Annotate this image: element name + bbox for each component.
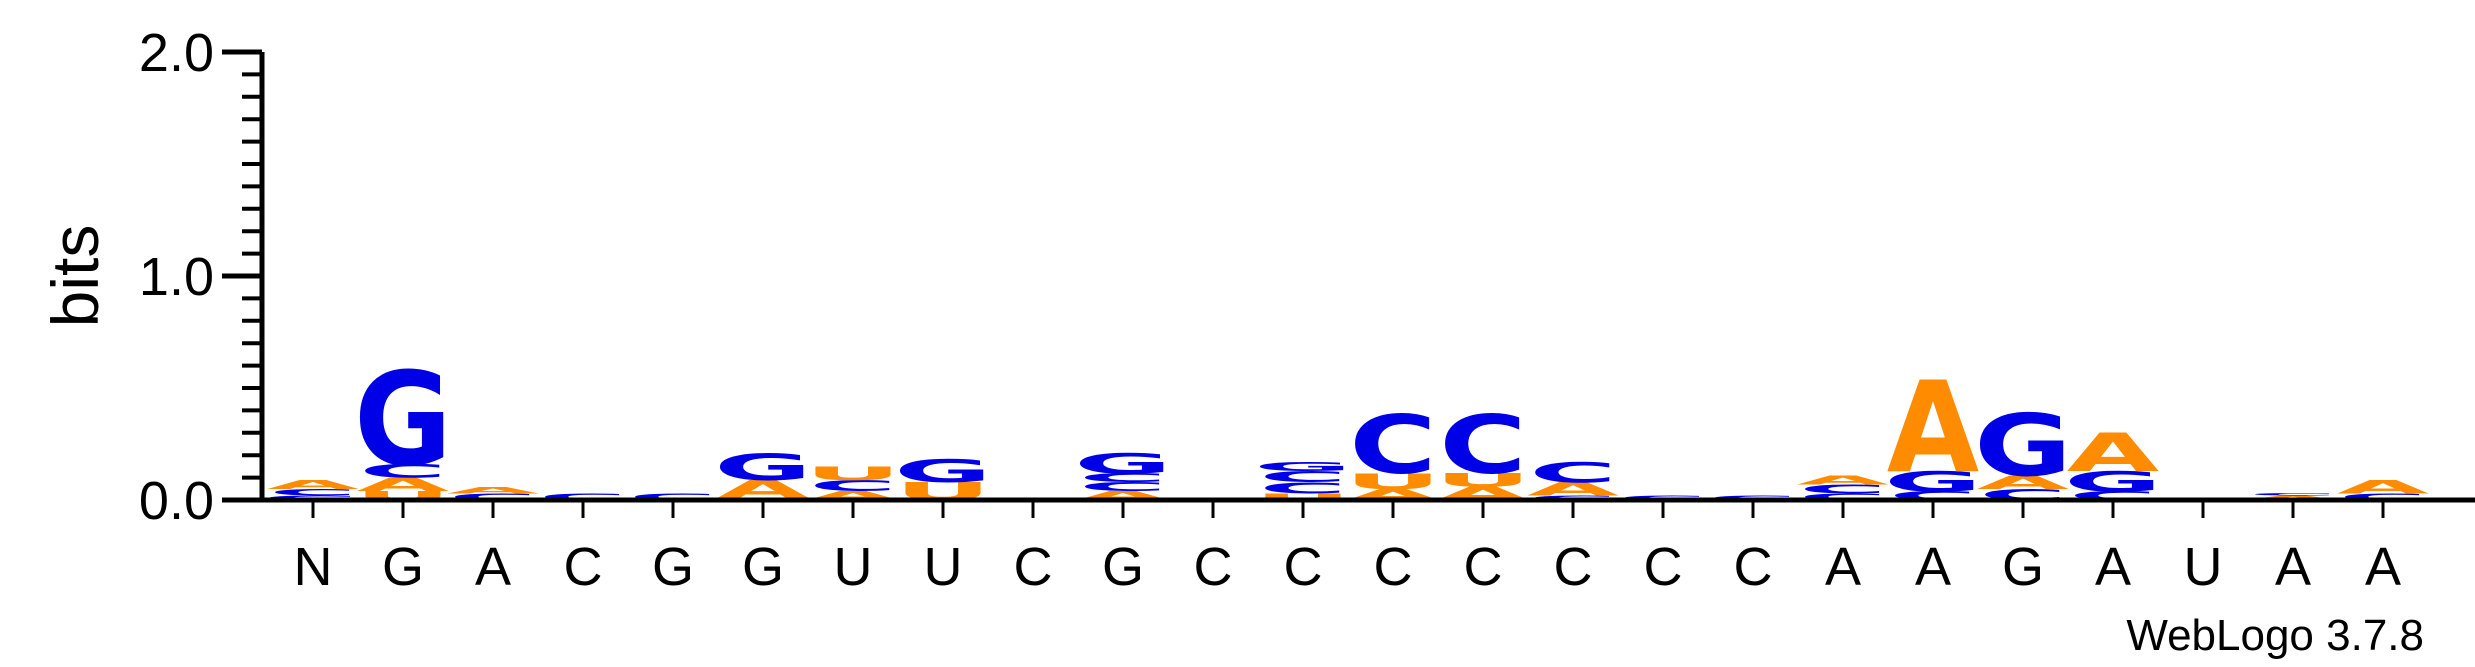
logo-letter-G: G (1074, 448, 1172, 480)
x-tick-label: A (2365, 537, 2401, 597)
logo-letter-C: C (809, 477, 897, 495)
x-tick-label: C (1464, 537, 1503, 597)
logo-letter-U: U (1255, 491, 1352, 502)
logo-letter-A: A (1887, 354, 1980, 501)
x-tick-label: C (1554, 537, 1593, 597)
logo-letter-C: C (449, 491, 537, 502)
y-axis-ticks: 0.0 1.0 2.0 (139, 23, 262, 531)
x-tick-label: C (564, 537, 603, 597)
logo-letter-C: C (1079, 471, 1167, 485)
logo-letter-A: A (447, 485, 540, 496)
x-tick-label: A (475, 537, 511, 597)
logo-letter-G: G (1884, 466, 1982, 498)
logo-letter-C: C (1079, 480, 1167, 494)
x-tick-label: G (1102, 537, 1144, 597)
logo-letter-G: G (1254, 460, 1352, 474)
logo-letter-C: C (539, 491, 627, 502)
x-tick-label: G (742, 537, 784, 597)
logo-letter-U: U (805, 463, 902, 484)
y-axis-title: bits (38, 225, 112, 328)
logo-letter-C: C (1799, 482, 1887, 496)
x-tick-label: U (834, 537, 873, 597)
logo-letter-G: G (894, 454, 992, 490)
x-tick-label: N (294, 537, 333, 597)
logo-letter-A: A (1797, 473, 1890, 487)
logo-letter-U: U (1435, 470, 1532, 491)
x-tick-label: C (1644, 537, 1683, 597)
logo-letter-A: A (1527, 479, 1619, 500)
logo-letter-C: C (1439, 399, 1527, 492)
y-tick-label: 1.0 (139, 247, 214, 307)
logo-letter-C: C (2339, 491, 2427, 502)
logo-letter-A: A (267, 478, 360, 492)
x-tick-label: C (1374, 537, 1413, 597)
logo-letter-G: G (714, 446, 812, 489)
x-tick-label: C (1284, 537, 1323, 597)
logo-letter-A: A (2337, 476, 2429, 497)
logo-letter-C: C (629, 491, 717, 502)
weblogo-credit: WebLogo 3.7.8 (2126, 611, 2424, 660)
x-tick-label: U (924, 537, 963, 597)
x-tick-label: A (2095, 537, 2131, 597)
x-tick-label: C (1014, 537, 1053, 597)
logo-letter-C: C (1529, 457, 1617, 489)
letter-stacks: GCAUACGCACCUAGACUUGAACCGUCCGAUCAUCCACCCC… (264, 346, 2429, 506)
y-tick-label: 2.0 (139, 23, 214, 83)
x-tick-label: G (2002, 537, 2044, 597)
x-tick-label: G (652, 537, 694, 597)
logo-letter-A: A (1977, 472, 2069, 493)
y-tick-label: 0.0 (139, 471, 214, 531)
x-tick-label: A (1825, 537, 1861, 597)
x-tick-label: A (2275, 537, 2311, 597)
logo-letter-C: C (2249, 493, 2337, 497)
logo-letter-G: G (2064, 466, 2162, 498)
logo-letter-C: C (1259, 468, 1347, 486)
logo-letter-C: C (1349, 399, 1437, 492)
x-tick-label: C (1194, 537, 1233, 597)
logo-letter-G: G (354, 346, 452, 495)
logo-letter-G: G (1974, 395, 2072, 496)
logo-letter-C: C (359, 461, 447, 482)
x-tick-label: A (1915, 537, 1951, 597)
logo-letter-A: A (2067, 422, 2159, 483)
x-tick-label: G (382, 537, 424, 597)
x-tick-label: U (2184, 537, 2223, 597)
logo-letter-C: C (1259, 479, 1347, 497)
logo-letter-C: C (1799, 491, 1887, 502)
logo-letter-U: U (1345, 469, 1442, 494)
logo-letter-A: A (357, 474, 449, 495)
logo-letter-C: C (269, 487, 357, 498)
x-tick-label: C (1734, 537, 1773, 597)
